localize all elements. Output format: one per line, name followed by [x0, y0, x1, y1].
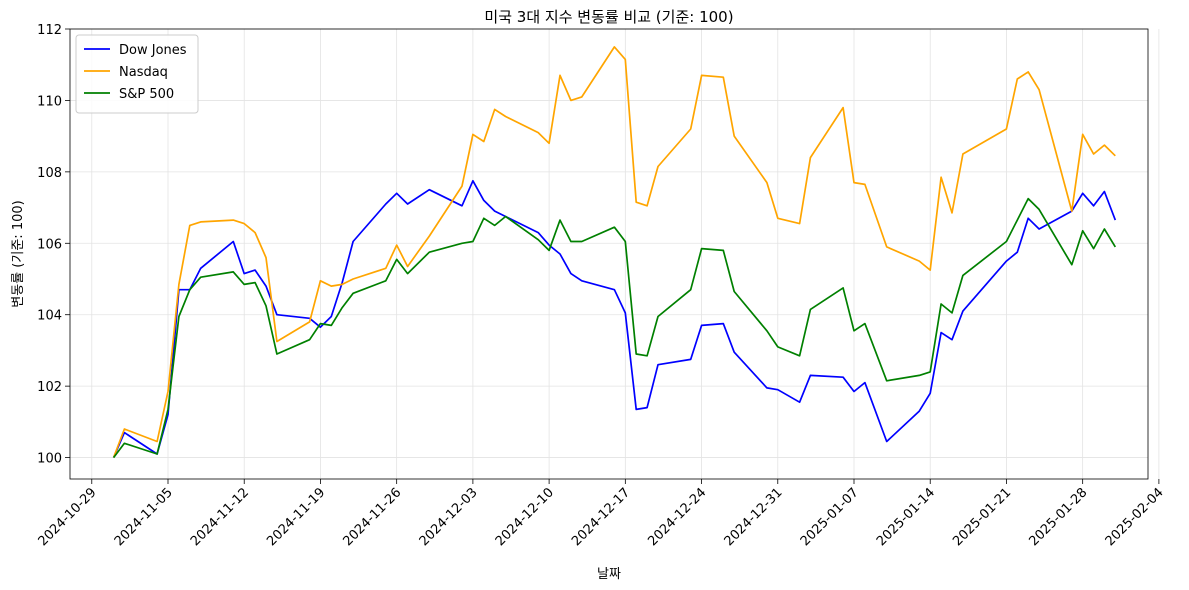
y-tick-label: 110 [37, 94, 62, 109]
series-group [112, 46, 1117, 459]
series-line-nasdaq [112, 46, 1116, 458]
legend-label: S&P 500 [119, 87, 174, 102]
y-axis-title: 변동률 (기준: 100) [11, 200, 26, 307]
y-tick-label: 102 [37, 380, 62, 395]
series-line-s-p-500 [112, 197, 1117, 459]
chart-title: 미국 3대 지수 변동률 비교 (기준: 100) [484, 8, 733, 26]
plot-area-frame [69, 28, 1149, 480]
legend: Dow Jones Nasdaq S&P 500 [75, 34, 199, 114]
y-tick-label: 108 [37, 166, 62, 181]
legend-label: Nasdaq [119, 65, 168, 80]
y-axis-ticks: 100 102 104 106 108 110 112 [37, 23, 70, 467]
legend-label: Dow Jones [119, 43, 187, 58]
y-tick-label: 100 [37, 452, 62, 467]
y-tick-label: 112 [37, 23, 62, 38]
y-tick-label: 104 [37, 309, 62, 324]
y-tick-label: 106 [37, 237, 62, 252]
series-line-dow-jones [112, 179, 1117, 458]
x-axis-title: 날짜 [597, 567, 621, 582]
